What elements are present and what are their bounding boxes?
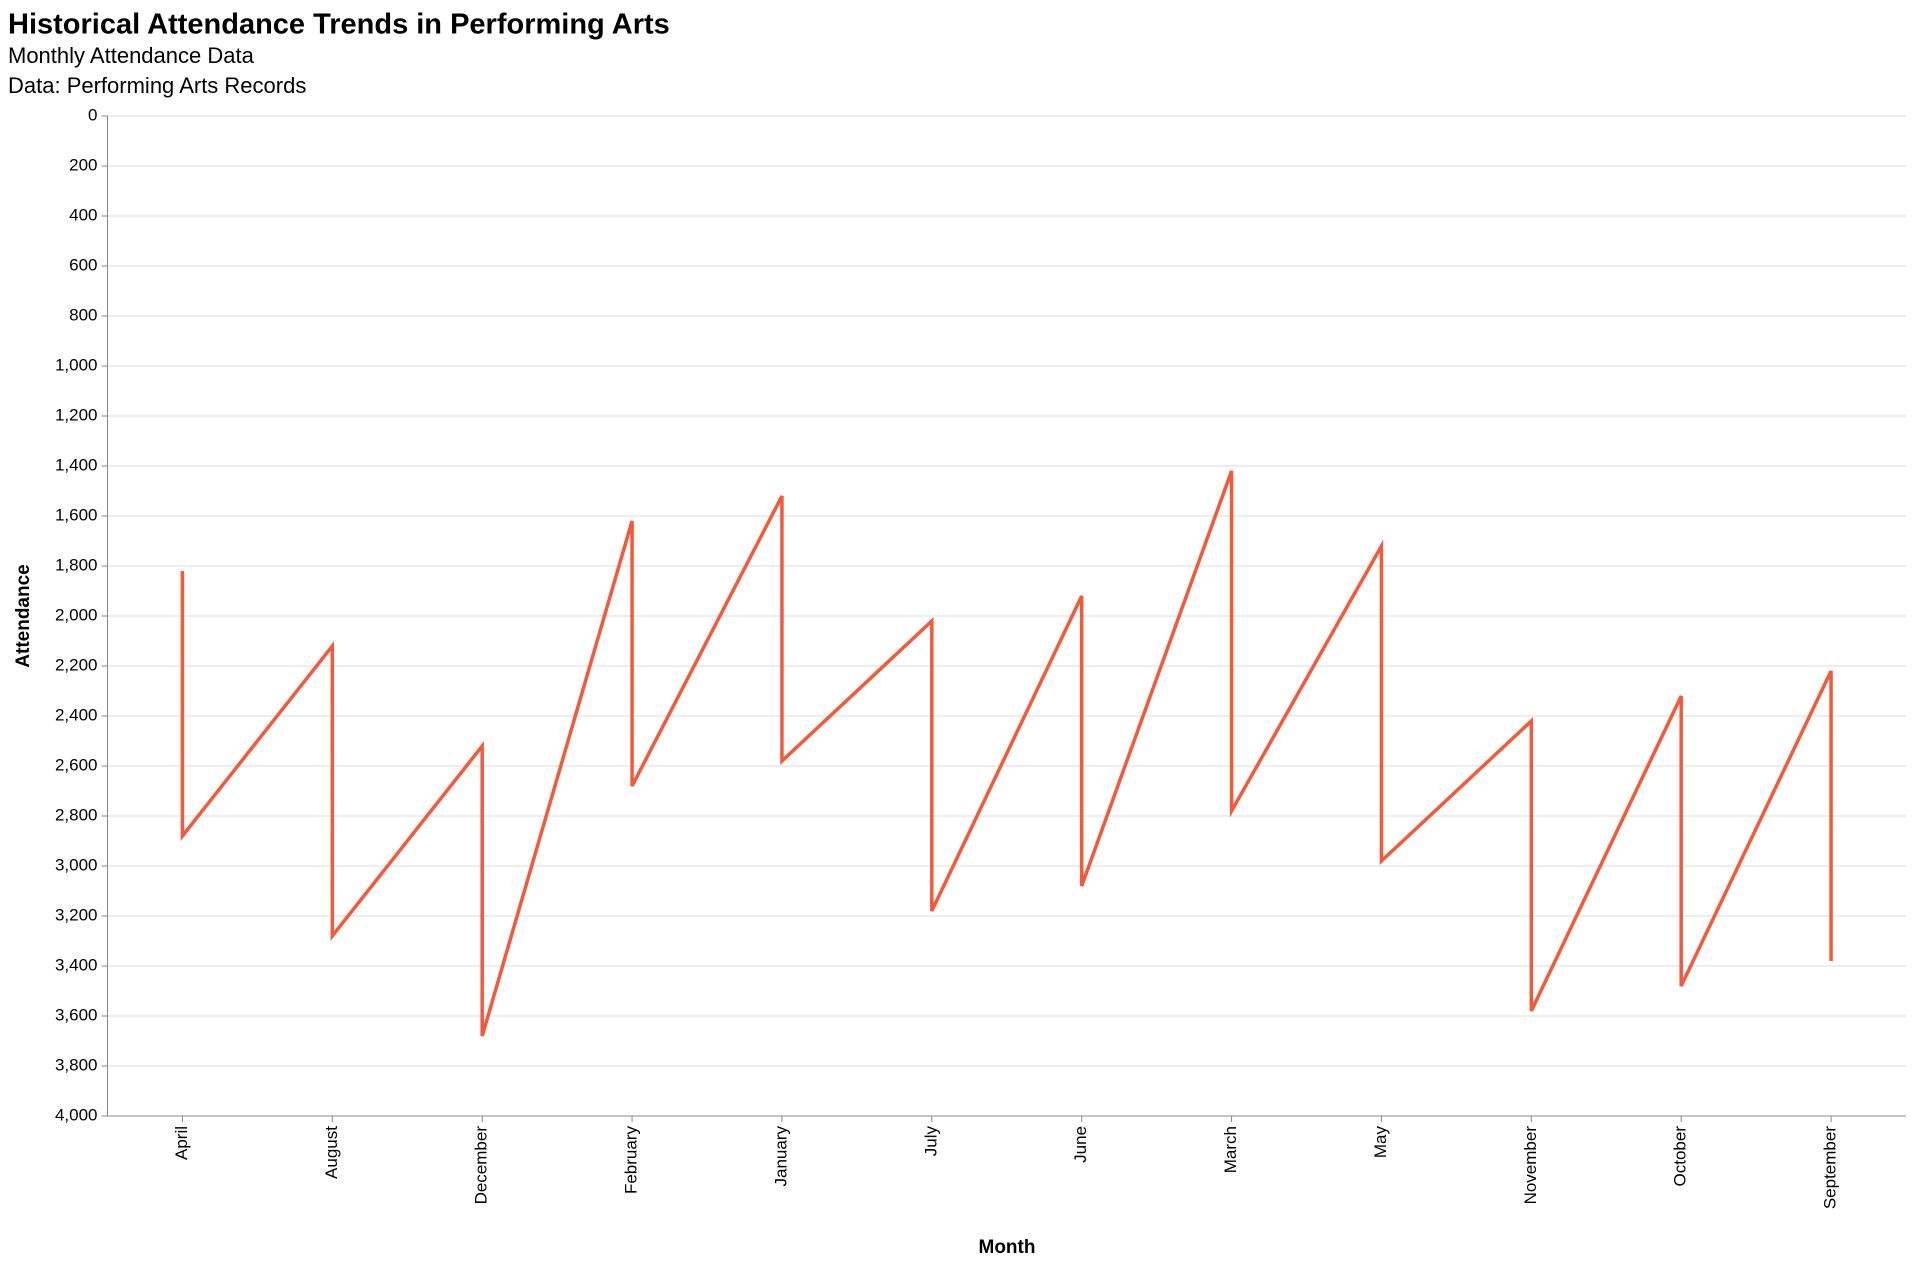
y-tick-label: 3,000: [55, 855, 98, 874]
x-tick-label: February: [622, 1126, 641, 1195]
y-tick-label: 0: [88, 105, 97, 124]
y-tick-label: 2,000: [55, 605, 98, 624]
x-tick-label: March: [1221, 1126, 1240, 1173]
x-tick-label: October: [1671, 1126, 1690, 1187]
y-tick-label: 2,600: [55, 755, 98, 774]
chart-title: Historical Attendance Trends in Performi…: [8, 9, 670, 41]
y-tick-label: 3,600: [55, 1005, 98, 1024]
x-tick-label: June: [1071, 1126, 1090, 1163]
line: [180, 470, 1833, 1037]
chart-subtitle: Data: Performing Arts Records: [8, 73, 306, 98]
x-tick-label: May: [1371, 1126, 1390, 1159]
y-tick-label: 600: [69, 255, 97, 274]
y-tick-label: 1,600: [55, 505, 98, 524]
x-tick-label: April: [172, 1126, 191, 1160]
y-tick-label: 1,800: [55, 555, 98, 574]
y-tick-label: 2,800: [55, 805, 98, 824]
x-axis-title: Month: [979, 1237, 1036, 1258]
y-axis-title: Attendance: [13, 564, 34, 667]
y-tick-label: 1,200: [55, 405, 98, 424]
x-tick-label: January: [771, 1126, 790, 1187]
x-tick-label: September: [1821, 1126, 1840, 1209]
y-tick-label: 1,000: [55, 355, 98, 374]
x-tick-label: August: [322, 1126, 341, 1179]
y-tick-label: 800: [69, 305, 97, 324]
y-tick-label: 3,200: [55, 905, 98, 924]
y-tick-label: 1,400: [55, 455, 98, 474]
y-tick-label: 3,400: [55, 955, 98, 974]
x-tick-label: December: [472, 1126, 491, 1205]
chart-subtitle: Monthly Attendance Data: [8, 43, 255, 68]
y-tick-label: 200: [69, 155, 97, 174]
x-tick-label: November: [1521, 1126, 1540, 1205]
y-tick-label: 3,800: [55, 1055, 98, 1074]
y-tick-label: 4,000: [55, 1105, 98, 1124]
y-tick-label: 2,400: [55, 705, 98, 724]
x-tick-label: July: [921, 1126, 940, 1157]
y-tick-label: 400: [69, 205, 97, 224]
y-tick-label: 2,200: [55, 655, 98, 674]
